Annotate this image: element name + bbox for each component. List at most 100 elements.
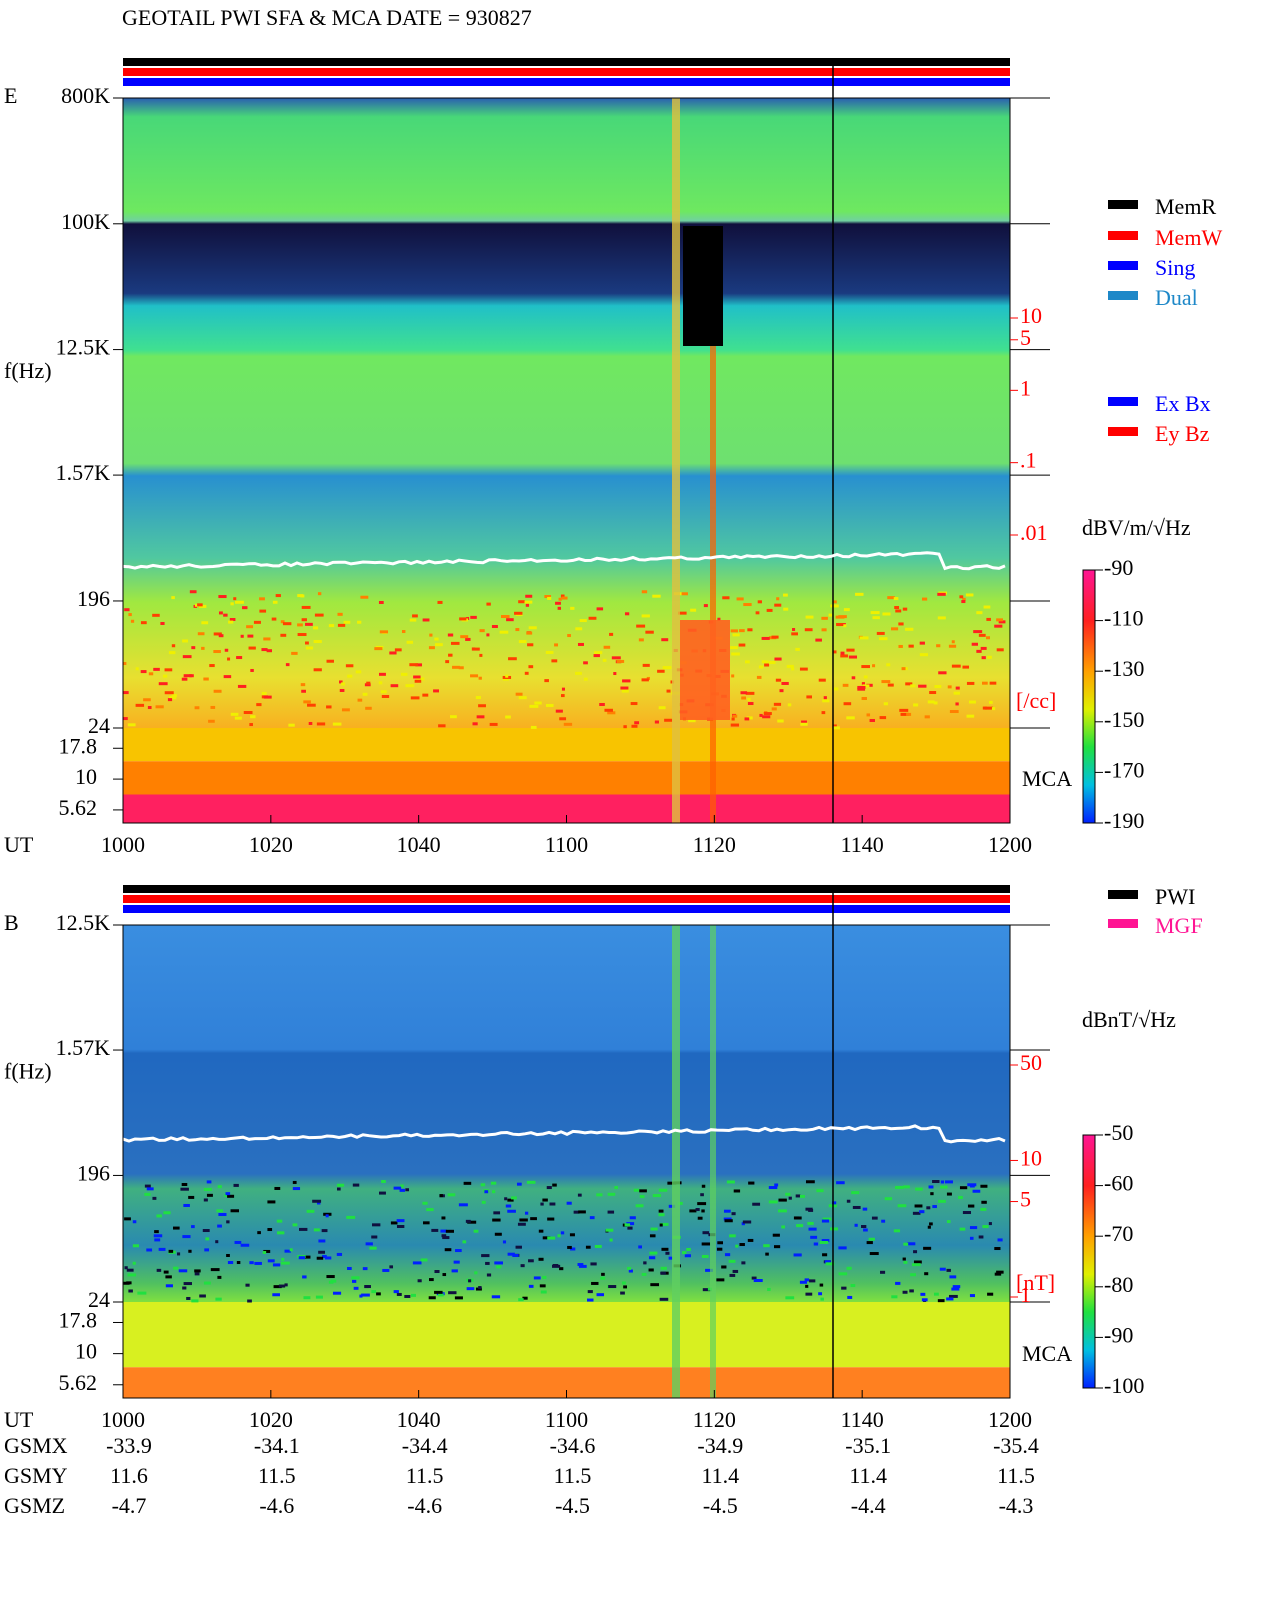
- orbit-value: -4.3: [999, 1493, 1034, 1518]
- spectral-speckle: [140, 621, 147, 625]
- y-tick-label: 1.57K: [56, 460, 111, 485]
- spectral-speckle: [587, 1290, 593, 1294]
- spectral-speckle: [379, 1191, 386, 1195]
- spectral-speckle: [189, 674, 194, 678]
- legend-swatch: [1108, 890, 1138, 899]
- spectral-speckle: [352, 1183, 360, 1187]
- spectral-speckle: [459, 617, 467, 621]
- spectral-speckle: [451, 1269, 458, 1273]
- spectral-speckle: [399, 1188, 406, 1192]
- spectral-speckle: [525, 594, 533, 598]
- spectral-speckle: [982, 681, 988, 685]
- spectral-speckle: [879, 716, 887, 720]
- spectral-speckle: [197, 603, 203, 607]
- spectral-speckle: [822, 699, 830, 703]
- spectral-speckle: [256, 703, 262, 707]
- spectral-speckle: [413, 675, 421, 679]
- spectral-speckle: [300, 594, 305, 598]
- spectral-speckle: [914, 1204, 923, 1208]
- spectral-speckle: [517, 1222, 526, 1226]
- spectral-speckle: [412, 614, 418, 618]
- spectral-speckle: [818, 678, 826, 682]
- spectral-speckle: [341, 682, 345, 686]
- spectral-speckle: [218, 634, 224, 638]
- spectral-speckle: [833, 650, 837, 654]
- spectral-speckle: [783, 607, 789, 611]
- spectral-speckle: [458, 1203, 468, 1207]
- spectral-speckle: [274, 1186, 281, 1190]
- spectral-speckle: [321, 1229, 328, 1233]
- spectral-speckle: [747, 628, 753, 632]
- spectral-speckle: [460, 635, 469, 639]
- spectral-speckle: [164, 668, 173, 672]
- spectral-speckle: [422, 1201, 428, 1205]
- legend-swatch: [1108, 291, 1138, 300]
- x-tick-label: 1100: [545, 832, 588, 857]
- spectral-speckle: [915, 1187, 923, 1191]
- spectral-speckle: [247, 1299, 252, 1303]
- spectral-speckle: [976, 649, 982, 653]
- spectral-speckle: [561, 687, 565, 691]
- spectral-speckle: [787, 703, 792, 707]
- spectral-speckle: [636, 624, 646, 628]
- spectral-speckle: [328, 624, 335, 628]
- spectral-speckle: [735, 1244, 739, 1248]
- spectral-speckle: [132, 1261, 136, 1265]
- spectral-speckle: [981, 656, 986, 660]
- spectral-speckle: [210, 705, 216, 709]
- spectral-speckle: [203, 1187, 212, 1191]
- spectral-speckle: [332, 1291, 342, 1295]
- spectral-speckle: [810, 1235, 818, 1239]
- spectral-speckle: [528, 665, 534, 669]
- spectral-speckle: [494, 1232, 502, 1236]
- spectral-speckle: [903, 1185, 910, 1189]
- spectral-speckle: [218, 611, 223, 615]
- legend-swatch: [1108, 200, 1138, 209]
- spectral-speckle: [182, 1286, 187, 1290]
- spectral-speckle: [177, 1252, 181, 1256]
- streak: [710, 226, 716, 823]
- spectral-speckle: [991, 707, 996, 711]
- orbit-value: 11.4: [849, 1463, 887, 1488]
- spectral-speckle: [478, 1286, 482, 1290]
- spectral-speckle: [527, 643, 534, 647]
- colorbar: [1082, 569, 1096, 824]
- spectral-speckle: [756, 675, 762, 679]
- spectral-speckle: [841, 1286, 847, 1290]
- spectral-speckle: [347, 674, 353, 678]
- spectral-speckle: [336, 1183, 345, 1187]
- spectral-speckle: [496, 1265, 502, 1269]
- spectral-speckle: [389, 1265, 394, 1269]
- spectral-speckle: [261, 648, 268, 652]
- spectral-speckle: [434, 1270, 440, 1274]
- spectral-speckle: [426, 1208, 434, 1212]
- spectral-speckle: [217, 1185, 222, 1189]
- spectral-speckle: [833, 726, 840, 730]
- spectral-speckle: [848, 655, 858, 659]
- spectral-speckle: [872, 664, 876, 668]
- spectral-speckle: [899, 708, 909, 712]
- spectral-speckle: [912, 1211, 921, 1215]
- spectral-speckle: [406, 640, 414, 644]
- x-axis-label: UT: [4, 832, 34, 857]
- spectral-speckle: [280, 620, 285, 624]
- spectral-speckle: [371, 1235, 378, 1239]
- spectral-speckle: [547, 1217, 555, 1221]
- spectral-speckle: [323, 1212, 332, 1216]
- spectral-speckle: [316, 722, 326, 726]
- spectral-speckle: [519, 1218, 528, 1222]
- spectral-speckle: [240, 634, 244, 638]
- spectral-speckle: [337, 623, 346, 627]
- spectral-speckle: [158, 682, 168, 686]
- spectral-speckle: [958, 1195, 963, 1199]
- streak: [710, 925, 716, 1398]
- spectral-speckle: [799, 1194, 805, 1198]
- spectral-speckle: [902, 607, 908, 611]
- spectral-speckle: [919, 1210, 925, 1214]
- colorbar-tick-label: -150: [1104, 707, 1144, 732]
- spectral-speckle: [528, 626, 537, 630]
- spectral-speckle: [717, 617, 721, 621]
- spectral-speckle: [301, 689, 306, 693]
- spectral-speckle: [291, 651, 298, 655]
- spectral-speckle: [292, 1223, 298, 1227]
